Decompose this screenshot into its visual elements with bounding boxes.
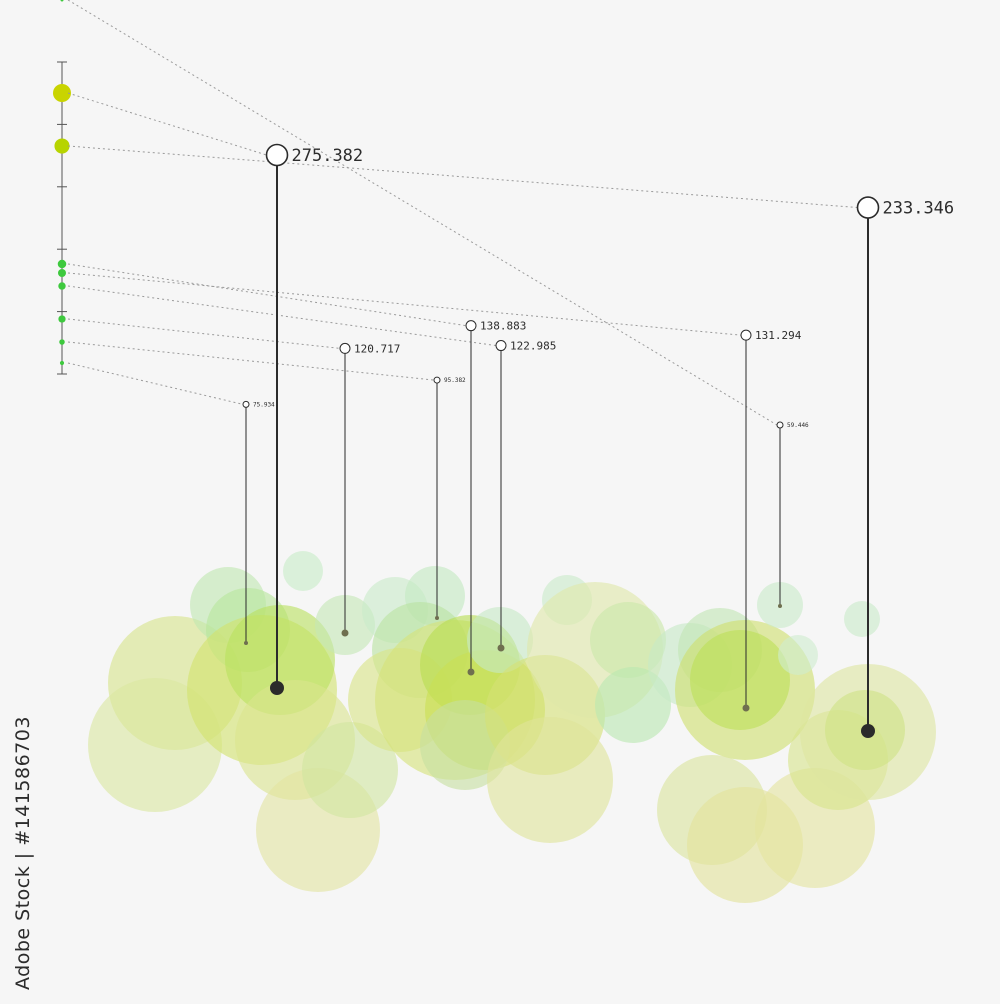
bubble [595,667,671,743]
connector-line [67,285,497,347]
connectors-layer [67,0,858,426]
value-label: 138.883 [480,320,526,333]
bubble [690,630,790,730]
stem-head [242,400,250,408]
connector-line [67,341,435,381]
stem-head [776,421,784,429]
connector-line [67,263,467,327]
stem-root [270,681,284,695]
legend-scale-marker [58,269,66,277]
legend-scale-marker [58,315,66,323]
bubble [283,551,323,591]
value-label: 122.985 [510,340,556,353]
value-label: 275.382 [292,146,364,166]
stem-root [497,644,505,652]
legend-scale-marker [57,259,67,269]
bubbles-layer [88,551,936,903]
bubble [590,602,666,678]
stem-head [265,143,289,167]
stem-root [861,724,875,738]
bubble [88,678,222,812]
stem-root [742,704,750,712]
connector-line [67,0,778,426]
value-label: 75.934 [253,402,275,409]
stem-root [778,604,782,608]
bubble [778,635,818,675]
stem-root [341,629,349,637]
value-label: 59.446 [787,422,809,429]
value-label: 95.382 [444,377,466,384]
value-label: 233.346 [883,199,955,219]
bubble [302,722,398,818]
connector-line [67,362,244,405]
legend-scale-marker [53,84,71,102]
legend-scale-marker [59,360,65,366]
stems-layer [242,143,880,738]
legend-scale-marker [60,0,64,2]
bubble [487,717,613,843]
legend-scale-marker [58,282,66,290]
stem-head [856,196,880,219]
legend-scale-marker [59,339,65,345]
stem-head [495,340,507,352]
stem-root [467,668,475,676]
connector-line [67,145,858,209]
stem-head [465,320,477,332]
value-labels-layer: 275.382 233.346 138.883 131.294 122.985 120.7… [253,146,954,429]
connector-line [67,272,742,336]
stem-head [339,342,351,354]
legend-scale [53,0,71,375]
legend-scale-marker [54,138,70,154]
value-label: 120.717 [354,342,400,355]
bubble [467,607,533,673]
stem-head [433,376,441,384]
connector-line [67,92,267,156]
bubble [844,601,880,637]
stem-head [740,329,752,341]
stem-root [244,641,248,645]
stock-id-watermark: Adobe Stock | #141586703 [12,716,34,990]
stem-root [435,616,439,620]
connector-line [67,318,341,349]
value-label: 131.294 [755,329,802,342]
